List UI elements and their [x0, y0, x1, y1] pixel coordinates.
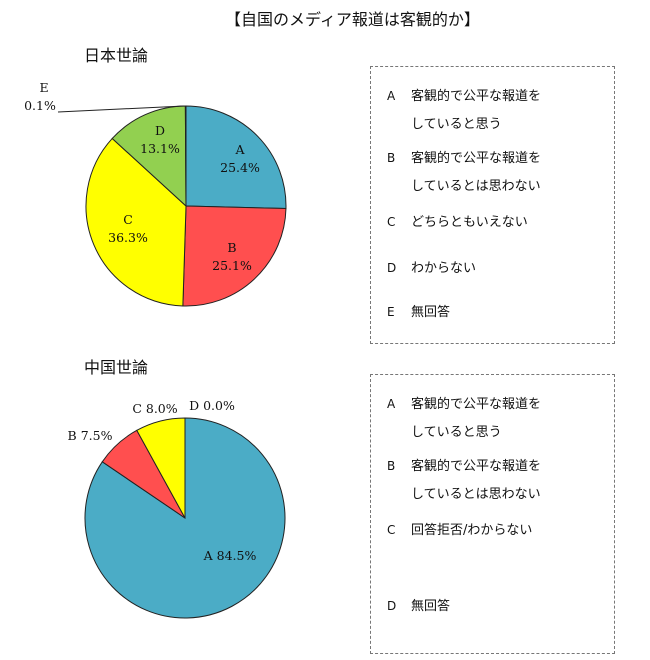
page-title: 【自国のメディア報道は客観的か】: [225, 10, 480, 29]
japan-legend-text-d: わからない: [411, 261, 477, 276]
china-legend-key-c: C: [387, 523, 396, 537]
japan-legend-key-b: B: [387, 151, 396, 165]
japan-legend-text-c: どちらともいえない: [411, 215, 528, 230]
china-legend-text-a: 客観的で公平な報道を していると思う: [411, 397, 542, 440]
china-label-d: D 0.0%: [189, 398, 235, 413]
china-label-b: B 7.5%: [68, 428, 113, 443]
japan-legend-key-e: E: [387, 305, 395, 319]
china-legend-text-b: 客観的で公平な報道を しているとは思わない: [411, 459, 542, 502]
china-legend-key-a: A: [387, 397, 396, 411]
china-legend-box: A 客観的で公平な報道を していると思う B 客観的で公平な報道を しているとは思わない C…: [370, 374, 615, 654]
japan-legend-box: A 客観的で公平な報道を していると思う B 客観的で公平な報道を しているとは思わない C…: [370, 66, 615, 344]
china-chart-title: 中国世論: [84, 358, 149, 377]
japan-slice-c: [85, 137, 187, 307]
china-legend-text-d: 無回答: [411, 599, 451, 614]
japan-chart-title: 日本世論: [84, 46, 149, 65]
japan-legend-key-a: A: [387, 89, 396, 103]
china-legend-key-d: D: [387, 599, 397, 613]
china-label-c: C 8.0%: [132, 401, 177, 416]
japan-label-b-name: B: [227, 240, 236, 255]
china-legend-text-c: 回答拒否/わからない: [411, 523, 533, 538]
japan-label-d-value: 13.1%: [140, 141, 180, 156]
japan-label-d-name: D: [155, 123, 165, 138]
china-slice-c: [136, 417, 186, 519]
china-legend-key-b: B: [387, 459, 396, 473]
japan-legend-key-d: D: [387, 261, 397, 275]
japan-label-e-name: E: [39, 80, 48, 95]
japan-legend-text-a: 客観的で公平な報道を していると思う: [411, 89, 542, 132]
japan-label-e-leader-line: [57, 105, 185, 113]
japan-slice-e: [184, 105, 187, 207]
japan-label-a-name: A: [234, 142, 245, 157]
japan-label-c-value: 36.3%: [108, 230, 148, 245]
japan-legend-key-c: C: [387, 215, 396, 229]
japan-slice-b: [182, 205, 287, 307]
japan-label-b-value: 25.1%: [212, 258, 252, 273]
japan-legend-text-b: 客観的で公平な報道を しているとは思わない: [411, 151, 542, 194]
japan-label-a-value: 25.4%: [220, 160, 260, 175]
china-label-a: A 84.5%: [203, 548, 257, 563]
japan-label-c-name: C: [123, 212, 133, 227]
japan-label-e-value: 0.1%: [24, 98, 56, 113]
japan-slice-a: [185, 105, 287, 210]
japan-legend-text-e: 無回答: [411, 305, 451, 320]
